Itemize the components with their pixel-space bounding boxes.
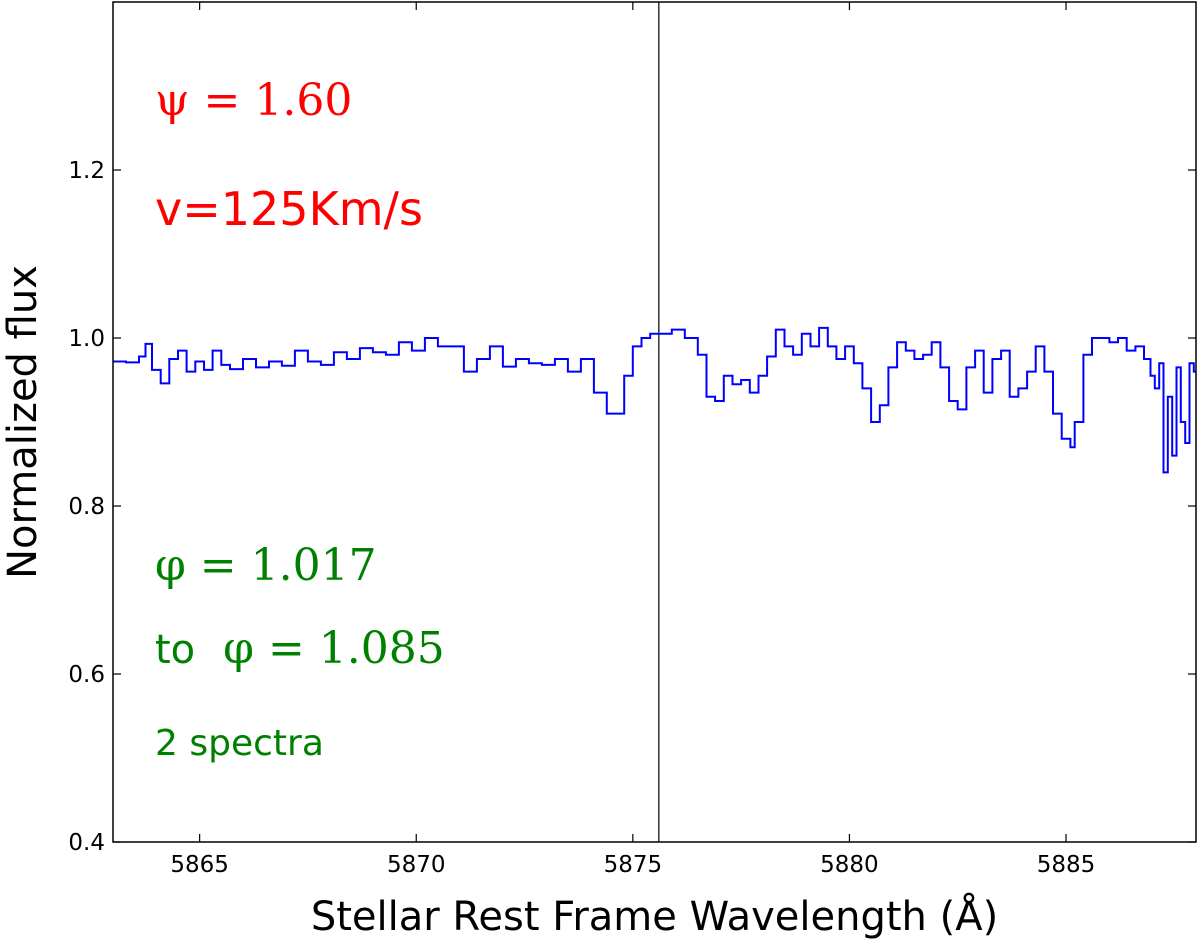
y-tick-label: 1.0	[68, 326, 105, 352]
psi-annotation: ψ = 1.60	[155, 75, 352, 126]
plot-layer	[113, 2, 1196, 842]
phase-start-annotation: φ = 1.017	[155, 540, 377, 591]
x-tick-label: 5870	[387, 852, 446, 878]
spectra-count-annotation: 2 spectra	[155, 723, 324, 764]
phase-end-value: φ = 1.085	[223, 623, 445, 674]
x-tick-label: 5875	[604, 852, 663, 878]
phase-end-prefix: to	[155, 627, 195, 673]
y-tick-label: 0.4	[68, 830, 105, 856]
spectrum-series-line	[113, 326, 1196, 474]
ticks-layer: 5865 5870 5875 5880 5885 0.4 0.6 0.8 1.0 1.2	[68, 2, 1196, 878]
y-tick-label: 0.8	[68, 494, 105, 520]
x-axis-title: Stellar Rest Frame Wavelength (Å)	[311, 892, 998, 940]
y-tick-label: 0.6	[68, 662, 105, 688]
x-tick-label: 5885	[1037, 852, 1096, 878]
plot-frame	[112, 1, 1197, 843]
phase-end-annotation: to φ = 1.085	[155, 623, 445, 674]
x-tick-label: 5880	[820, 852, 879, 878]
y-axis-title: Normalized flux	[0, 265, 46, 579]
x-tick-label: 5865	[170, 852, 229, 878]
y-tick-label: 1.2	[68, 158, 105, 184]
velocity-annotation: v=125Km/s	[155, 182, 423, 236]
